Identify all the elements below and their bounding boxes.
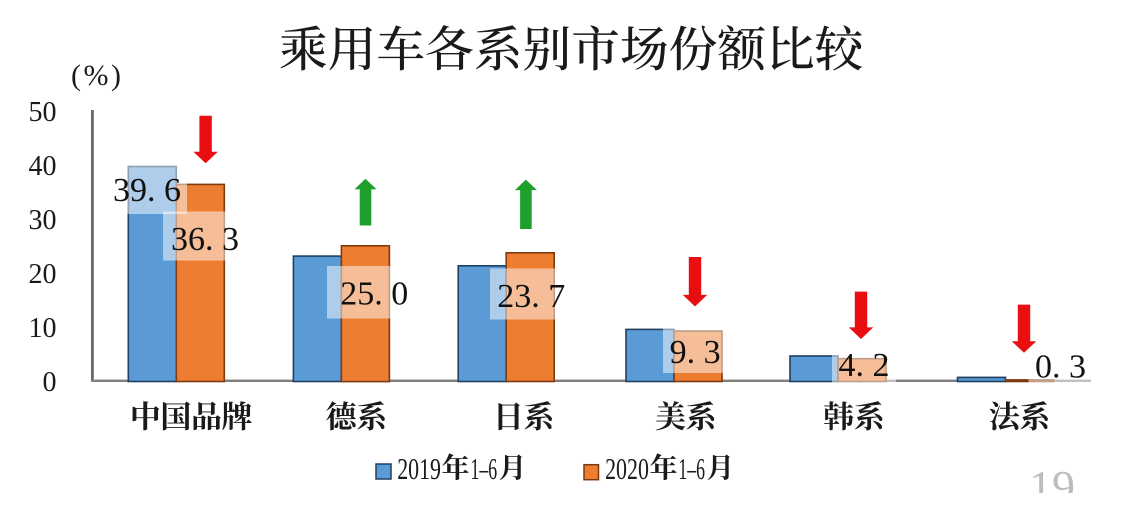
svg-text:23. 7: 23. 7 xyxy=(497,278,565,315)
svg-text:20: 20 xyxy=(29,259,57,290)
svg-text:25. 0: 25. 0 xyxy=(340,275,408,312)
svg-text:4. 2: 4. 2 xyxy=(839,347,890,384)
svg-text:1–6: 1–6 xyxy=(678,451,705,486)
svg-text:9. 3: 9. 3 xyxy=(670,334,721,371)
svg-text:0. 3: 0. 3 xyxy=(1035,349,1086,386)
svg-text:10: 10 xyxy=(29,313,57,344)
svg-text:2020: 2020 xyxy=(605,451,649,486)
svg-text:50: 50 xyxy=(29,97,57,128)
svg-text:39. 6: 39. 6 xyxy=(113,172,181,209)
svg-text:1–6: 1–6 xyxy=(471,451,498,486)
svg-text:36. 3: 36. 3 xyxy=(171,221,239,258)
svg-text:30: 30 xyxy=(29,205,57,236)
svg-text:2019: 2019 xyxy=(397,451,441,486)
svg-text:0: 0 xyxy=(43,367,57,398)
svg-text:40: 40 xyxy=(29,151,57,182)
svg-text:(%): (%) xyxy=(71,59,123,92)
